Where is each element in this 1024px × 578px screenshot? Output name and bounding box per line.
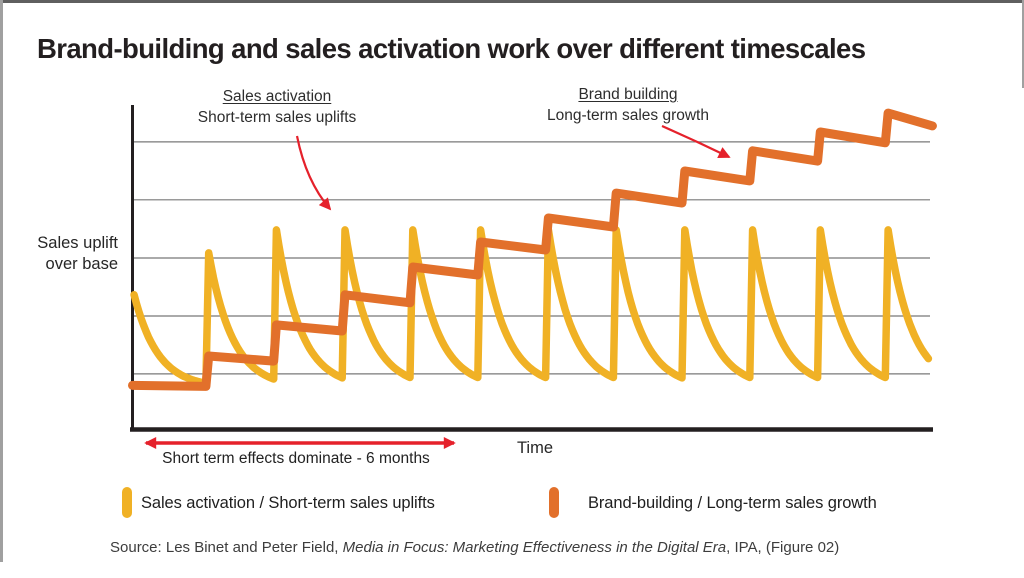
source-suffix: , IPA, (Figure 02) — [726, 539, 840, 556]
x-axis-label: Time — [516, 439, 554, 457]
y-axis-label: Sales uplift over base — [18, 233, 118, 275]
annotation-sales-activation: Sales activation Short-term sales uplift… — [147, 86, 407, 128]
window-edge-right — [1021, 0, 1024, 88]
legend-label-brand-building: Brand-building / Long-term sales growth — [588, 494, 877, 512]
legend-label-sales-activation: Sales activation / Short-term sales upli… — [141, 494, 435, 512]
source-prefix: Source: Les Binet and Peter Field, — [110, 539, 343, 556]
annotation-sales-subheading: Short-term sales uplifts — [197, 109, 357, 126]
legend-swatch-sales-activation — [122, 487, 132, 518]
y-axis-label-line2: over base — [45, 255, 118, 273]
window-edge-top — [0, 0, 1024, 3]
annotation-brand-building: Brand building Long-term sales growth — [498, 84, 758, 126]
source-line: Source: Les Binet and Peter Field, Media… — [110, 539, 970, 556]
source-publication-title: Media in Focus: Marketing Effectiveness … — [342, 539, 727, 556]
annotation-sales-heading: Sales activation — [222, 88, 332, 105]
legend-swatch-brand-building — [549, 487, 559, 518]
y-axis-label-line1: Sales uplift — [37, 234, 118, 252]
page-title: Brand-building and sales activation work… — [37, 33, 866, 64]
window-edge-left — [0, 0, 3, 562]
annotation-brand-subheading: Long-term sales growth — [547, 107, 709, 124]
annotation-brand-heading: Brand building — [578, 86, 678, 103]
short-term-span-label: Short term effects dominate - 6 months — [162, 450, 430, 467]
